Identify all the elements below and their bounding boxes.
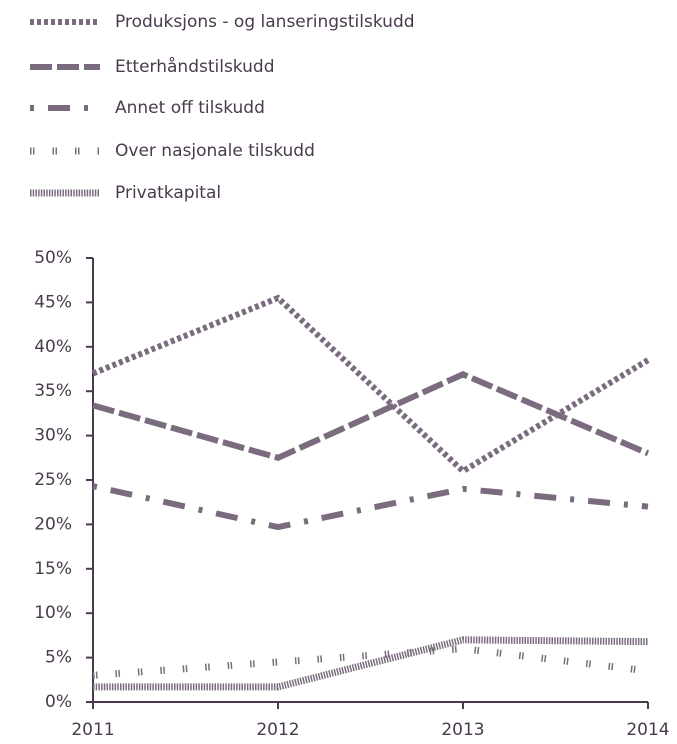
legend-label: Annet off tilskudd xyxy=(115,98,265,118)
y-tick-label: 30% xyxy=(34,426,72,446)
series-line xyxy=(93,636,649,691)
series-line xyxy=(92,483,649,531)
y-tick-label: 5% xyxy=(45,648,72,668)
x-tick-label: 2012 xyxy=(256,720,299,740)
series-line xyxy=(92,371,650,461)
legend-label: Produksjons - og lanseringstilskudd xyxy=(115,12,415,32)
y-tick-label: 45% xyxy=(34,292,72,312)
y-tick-label: 50% xyxy=(34,248,72,268)
y-tick-label: 40% xyxy=(34,337,72,357)
series-line xyxy=(91,294,650,475)
y-tick-label: 0% xyxy=(45,692,72,712)
legend-label: Privatkapital xyxy=(115,183,221,203)
series-line xyxy=(92,645,649,679)
y-tick-label: 10% xyxy=(34,603,72,623)
legend-label: Etterhåndstilskudd xyxy=(115,56,274,77)
x-tick-label: 2013 xyxy=(441,720,484,740)
y-tick-label: 25% xyxy=(34,470,72,490)
x-tick-label: 2014 xyxy=(626,720,669,740)
legend-label: Over nasjonale tilskudd xyxy=(115,141,315,161)
y-tick-label: 20% xyxy=(34,514,72,534)
x-tick-label: 2011 xyxy=(71,720,114,740)
y-tick-label: 15% xyxy=(34,559,72,579)
y-tick-label: 35% xyxy=(34,381,72,401)
